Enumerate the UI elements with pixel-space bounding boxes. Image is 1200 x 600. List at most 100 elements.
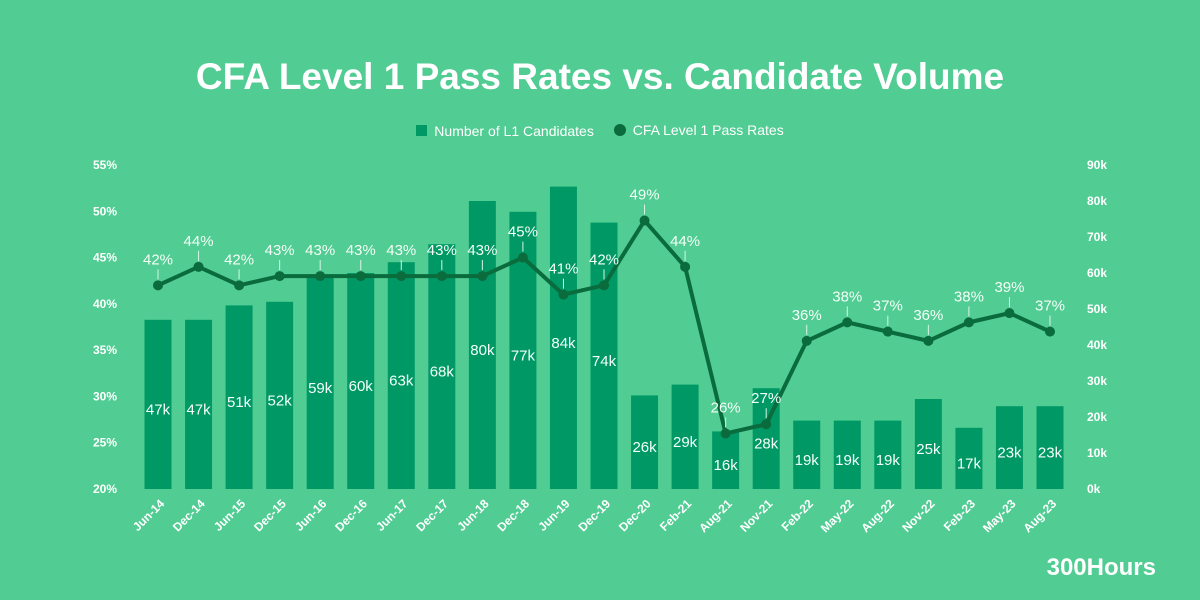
pass-rate-point [193,261,204,272]
pass-rate-point [558,289,569,300]
right-axis-tick: 90k [1087,158,1107,172]
bar [347,273,375,489]
pass-rate-label: 26% [711,399,741,416]
bar [266,301,294,489]
x-axis-tick: Feb-21 [657,496,694,533]
x-axis-tick: Jun-14 [130,496,167,533]
brand-logo: 300Hours [1046,554,1156,581]
bar-value-label: 52k [268,392,293,409]
bar-value-label: 63k [389,373,414,390]
x-axis-tick: Aug-23 [1021,496,1060,535]
bar [549,186,577,489]
pass-rate-label: 42% [589,251,619,268]
right-axis-tick: 40k [1087,338,1107,352]
pass-rate-label: 43% [305,242,335,259]
pass-rate-point [517,252,528,263]
pass-rate-point [274,271,285,282]
pass-rate-label: 38% [832,288,862,305]
bar [468,201,496,489]
x-axis-tick: Dec-19 [575,496,613,534]
bar-value-label: 68k [430,364,455,381]
pass-rate-label: 43% [386,242,416,259]
x-axis-tick: Nov-21 [737,496,775,534]
pass-rate-point [680,261,691,272]
bar-value-label: 19k [835,452,860,469]
pass-rate-label: 49% [630,187,660,204]
bar-value-label: 80k [470,342,495,359]
x-axis-tick: Dec-20 [616,496,654,534]
x-axis-tick: Jun-18 [454,496,491,533]
bar [874,420,902,489]
right-axis-tick: 20k [1087,410,1107,424]
right-axis-tick: 0k [1087,482,1101,496]
legend-item-pass-rates: CFA Level 1 Pass Rates [613,122,784,138]
bar [185,319,213,489]
bar-value-label: 26k [632,439,657,456]
right-axis-tick: 50k [1087,302,1107,316]
bar-value-label: 77k [511,347,536,364]
bar-swatch-icon [416,125,428,136]
pass-rate-point [315,271,326,282]
x-axis-tick: Dec-17 [413,496,451,534]
pass-rate-label: 39% [994,279,1024,296]
pass-rate-label: 36% [913,307,943,324]
pass-rate-point [1004,308,1015,319]
bar-value-label: 47k [146,401,171,418]
bar-value-label: 84k [551,335,576,352]
x-axis-tick: Aug-22 [858,496,897,535]
bar [914,399,942,489]
pass-rate-label: 36% [792,307,822,324]
pass-rate-label: 43% [467,242,497,259]
pass-rate-point [842,317,853,328]
bar-value-label: 16k [714,457,739,474]
pass-rate-label: 38% [954,288,984,305]
x-axis-tick: May-23 [980,496,1019,535]
bar-value-label: 51k [227,394,252,411]
bar [631,395,659,489]
bar-value-label: 60k [349,378,374,395]
legend-label: CFA Level 1 Pass Rates [632,122,784,138]
bar [387,262,415,489]
x-axis-tick: Jun-19 [535,496,572,533]
chart-title: CFA Level 1 Pass Rates vs. Candidate Vol… [195,56,1005,97]
pass-rate-label: 41% [548,261,578,278]
pass-rate-label: 43% [427,242,457,259]
pass-rate-label: 42% [224,251,254,268]
bar [833,420,861,489]
legend-item-candidates: Number of L1 Candidates [416,123,594,139]
bar [793,420,821,489]
bar-value-label: 25k [916,441,941,458]
left-axis-tick: 40% [93,297,117,311]
bar [1036,406,1064,489]
right-axis-tick: 70k [1087,230,1107,244]
bar-value-label: 29k [673,434,698,451]
bar-value-label: 17k [957,455,982,472]
x-axis-tick: May-22 [818,496,857,535]
pass-rate-point [355,271,366,282]
pass-rate-point [599,280,609,291]
right-axis-tick: 30k [1087,374,1107,388]
left-axis-tick: 55% [93,158,117,172]
left-axis-tick: 30% [93,389,117,403]
x-axis-tick: Nov-22 [899,496,937,534]
left-axis-tick: 25% [93,436,117,450]
pass-rate-point [963,317,974,328]
bar-value-label: 28k [754,436,779,453]
x-axis-tick: Aug-21 [696,496,735,535]
pass-rate-point [923,335,934,346]
left-axis-tick: 20% [93,482,117,496]
pass-rate-point [801,335,812,346]
pass-rate-label: 44% [184,233,214,250]
pass-rate-point [639,215,650,226]
bar-value-label: 23k [1038,445,1063,462]
legend: Number of L1 Candidates CFA Level 1 Pass… [0,122,1200,139]
right-axis-tick: 60k [1087,266,1107,280]
left-axis-tick: 50% [93,204,117,218]
x-axis-tick: Dec-16 [332,496,370,534]
bar [995,406,1023,489]
pass-rate-point [761,419,772,430]
pass-rate-label: 44% [670,233,700,250]
pass-rate-point [436,271,447,282]
bar [590,222,618,489]
